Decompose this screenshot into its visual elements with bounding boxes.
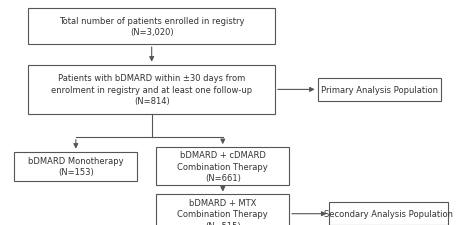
FancyBboxPatch shape bbox=[14, 152, 137, 181]
FancyBboxPatch shape bbox=[156, 195, 289, 225]
FancyBboxPatch shape bbox=[28, 65, 275, 115]
FancyBboxPatch shape bbox=[318, 79, 441, 101]
Text: Patients with bDMARD within ±30 days from
enrolment in registry and at least one: Patients with bDMARD within ±30 days fro… bbox=[51, 74, 252, 106]
FancyBboxPatch shape bbox=[28, 9, 275, 45]
FancyBboxPatch shape bbox=[156, 147, 289, 186]
Text: bDMARD + MTX
Combination Therapy
(N=515): bDMARD + MTX Combination Therapy (N=515) bbox=[177, 198, 268, 225]
Text: bDMARD Monotherapy
(N=153): bDMARD Monotherapy (N=153) bbox=[28, 156, 124, 177]
Text: Secondary Analysis Population: Secondary Analysis Population bbox=[324, 209, 453, 218]
Text: bDMARD + cDMARD
Combination Therapy
(N=661): bDMARD + cDMARD Combination Therapy (N=6… bbox=[177, 151, 268, 182]
Text: Total number of patients enrolled in registry
(N=3,020): Total number of patients enrolled in reg… bbox=[59, 17, 245, 37]
FancyBboxPatch shape bbox=[329, 202, 448, 225]
Text: Primary Analysis Population: Primary Analysis Population bbox=[321, 86, 438, 94]
